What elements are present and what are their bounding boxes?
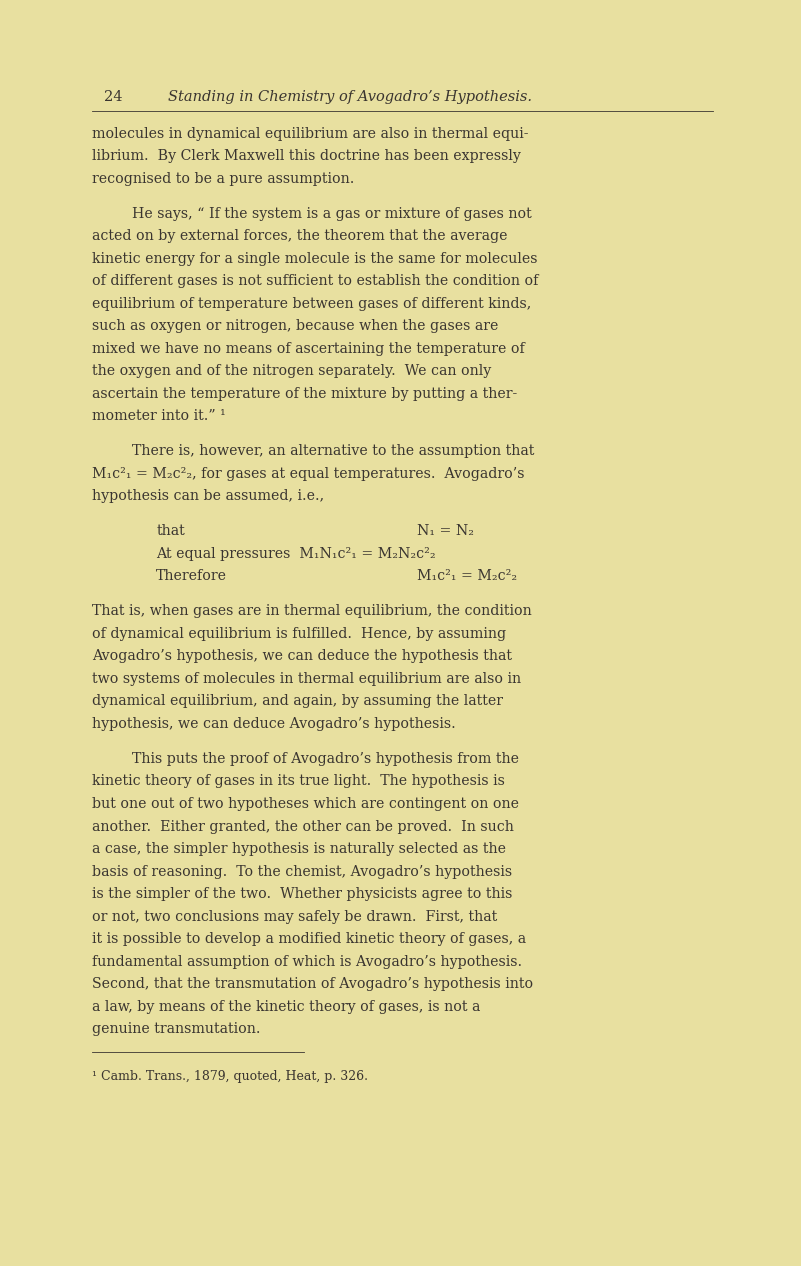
Text: fundamental assumption of which is Avogadro’s hypothesis.: fundamental assumption of which is Avoga… bbox=[92, 955, 522, 968]
Text: of dynamical equilibrium is fulfilled.  Hence, by assuming: of dynamical equilibrium is fulfilled. H… bbox=[92, 627, 506, 641]
Text: a law, by means of the kinetic theory of gases, is not a: a law, by means of the kinetic theory of… bbox=[92, 1000, 481, 1014]
Text: hypothesis, we can deduce Avogadro’s hypothesis.: hypothesis, we can deduce Avogadro’s hyp… bbox=[92, 717, 456, 730]
Text: M₁c²₁ = M₂c²₂: M₁c²₁ = M₂c²₂ bbox=[417, 570, 517, 584]
Text: the oxygen and of the nitrogen separately.  We can only: the oxygen and of the nitrogen separatel… bbox=[92, 365, 491, 379]
Text: mometer into it.” ¹: mometer into it.” ¹ bbox=[92, 409, 226, 423]
Text: ¹ Camb. Trans., 1879, quoted, Heat, p. 326.: ¹ Camb. Trans., 1879, quoted, Heat, p. 3… bbox=[92, 1070, 368, 1082]
Text: two systems of molecules in thermal equilibrium are also in: two systems of molecules in thermal equi… bbox=[92, 672, 521, 686]
Text: N₁ = N₂: N₁ = N₂ bbox=[417, 524, 473, 538]
Text: or not, two conclusions may safely be drawn.  First, that: or not, two conclusions may safely be dr… bbox=[92, 910, 497, 924]
Text: ascertain the temperature of the mixture by putting a ther-: ascertain the temperature of the mixture… bbox=[92, 387, 517, 401]
Text: kinetic energy for a single molecule is the same for molecules: kinetic energy for a single molecule is … bbox=[92, 252, 537, 266]
Text: At equal pressures  M₁N₁c²₁ = M₂N₂c²₂: At equal pressures M₁N₁c²₁ = M₂N₂c²₂ bbox=[156, 547, 436, 561]
Text: librium.  By Clerk Maxwell this doctrine has been expressly: librium. By Clerk Maxwell this doctrine … bbox=[92, 149, 521, 163]
Text: hypothesis can be assumed, i.e.,: hypothesis can be assumed, i.e., bbox=[92, 490, 324, 504]
Text: but one out of two hypotheses which are contingent on one: but one out of two hypotheses which are … bbox=[92, 798, 519, 812]
Text: Second, that the transmutation of Avogadro’s hypothesis into: Second, that the transmutation of Avogad… bbox=[92, 977, 533, 991]
Text: dynamical equilibrium, and again, by assuming the latter: dynamical equilibrium, and again, by ass… bbox=[92, 695, 503, 709]
Text: kinetic theory of gases in its true light.  The hypothesis is: kinetic theory of gases in its true ligh… bbox=[92, 775, 505, 789]
Text: He says, “ If the system is a gas or mixture of gases not: He says, “ If the system is a gas or mix… bbox=[132, 206, 532, 220]
Text: it is possible to develop a modified kinetic theory of gases, a: it is possible to develop a modified kin… bbox=[92, 932, 526, 946]
Text: basis of reasoning.  To the chemist, Avogadro’s hypothesis: basis of reasoning. To the chemist, Avog… bbox=[92, 865, 513, 879]
Text: There is, however, an alternative to the assumption that: There is, however, an alternative to the… bbox=[132, 444, 534, 458]
Text: recognised to be a pure assumption.: recognised to be a pure assumption. bbox=[92, 172, 355, 186]
Text: Standing in Chemistry of Avogadro’s Hypothesis.: Standing in Chemistry of Avogadro’s Hypo… bbox=[168, 90, 532, 104]
Text: 24: 24 bbox=[104, 90, 123, 104]
Text: such as oxygen or nitrogen, because when the gases are: such as oxygen or nitrogen, because when… bbox=[92, 319, 498, 333]
Text: acted on by external forces, the theorem that the average: acted on by external forces, the theorem… bbox=[92, 229, 508, 243]
Text: This puts the proof of Avogadro’s hypothesis from the: This puts the proof of Avogadro’s hypoth… bbox=[132, 752, 519, 766]
Text: molecules in dynamical equilibrium are also in thermal equi-: molecules in dynamical equilibrium are a… bbox=[92, 127, 529, 141]
Text: is the simpler of the two.  Whether physicists agree to this: is the simpler of the two. Whether physi… bbox=[92, 887, 513, 901]
Text: Therefore: Therefore bbox=[156, 570, 227, 584]
Text: that: that bbox=[156, 524, 185, 538]
Text: a case, the simpler hypothesis is naturally selected as the: a case, the simpler hypothesis is natura… bbox=[92, 842, 506, 856]
Text: That is, when gases are in thermal equilibrium, the condition: That is, when gases are in thermal equil… bbox=[92, 604, 532, 618]
Text: genuine transmutation.: genuine transmutation. bbox=[92, 1023, 260, 1037]
Text: equilibrium of temperature between gases of different kinds,: equilibrium of temperature between gases… bbox=[92, 296, 531, 310]
Text: of different gases is not sufficient to establish the condition of: of different gases is not sufficient to … bbox=[92, 275, 538, 289]
Text: Avogadro’s hypothesis, we can deduce the hypothesis that: Avogadro’s hypothesis, we can deduce the… bbox=[92, 649, 512, 663]
Text: another.  Either granted, the other can be proved.  In such: another. Either granted, the other can b… bbox=[92, 819, 514, 833]
Text: mixed we have no means of ascertaining the temperature of: mixed we have no means of ascertaining t… bbox=[92, 342, 525, 356]
Text: M₁c²₁ = M₂c²₂, for gases at equal temperatures.  Avogadro’s: M₁c²₁ = M₂c²₂, for gases at equal temper… bbox=[92, 467, 525, 481]
